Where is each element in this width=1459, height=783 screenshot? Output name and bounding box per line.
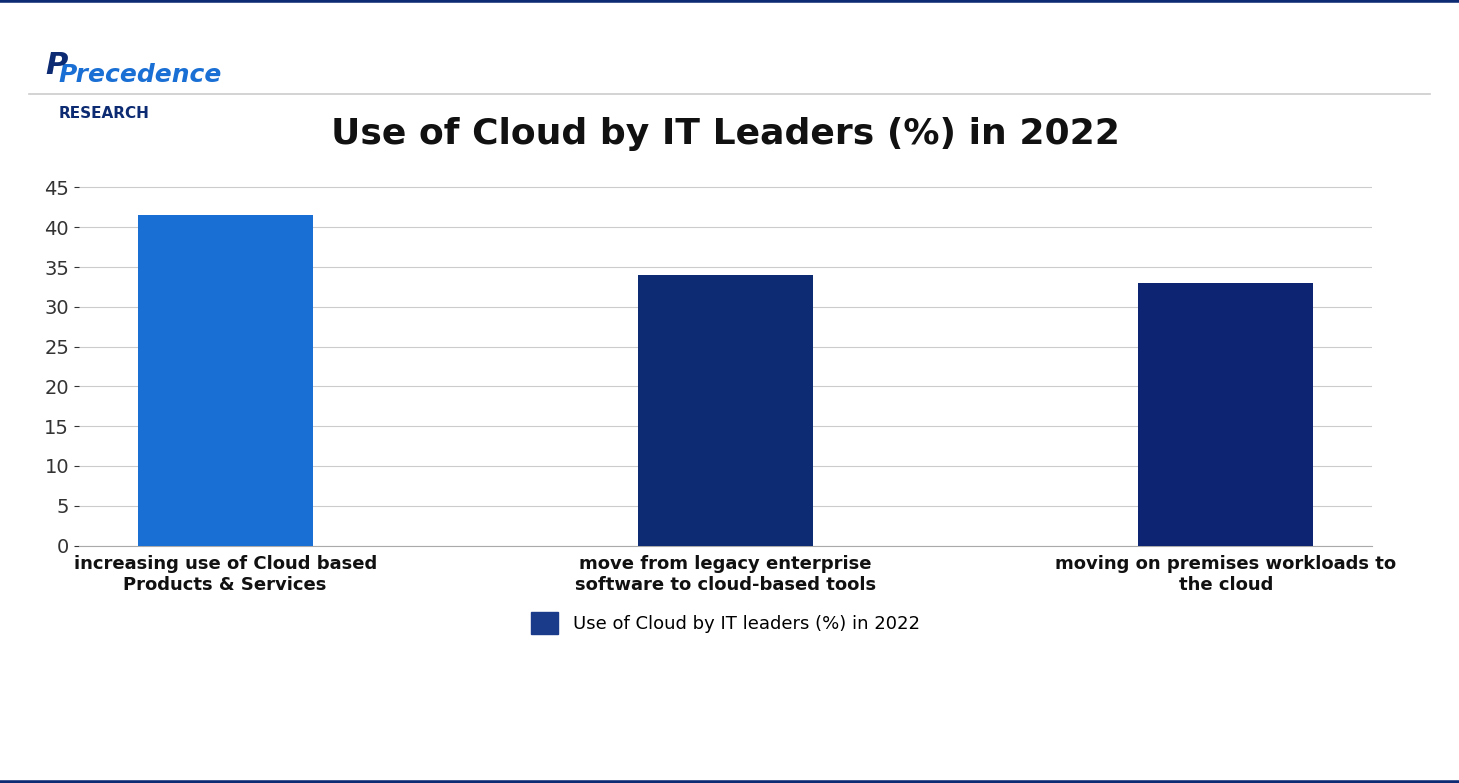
Bar: [638, 275, 813, 546]
Text: Precedence: Precedence: [58, 63, 222, 87]
Bar: [1138, 283, 1313, 546]
Text: P: P: [45, 51, 67, 80]
Legend: Use of Cloud by IT leaders (%) in 2022: Use of Cloud by IT leaders (%) in 2022: [524, 604, 926, 641]
Text: RESEARCH: RESEARCH: [58, 106, 149, 121]
Title: Use of Cloud by IT Leaders (%) in 2022: Use of Cloud by IT Leaders (%) in 2022: [331, 117, 1121, 151]
Bar: [137, 215, 312, 546]
